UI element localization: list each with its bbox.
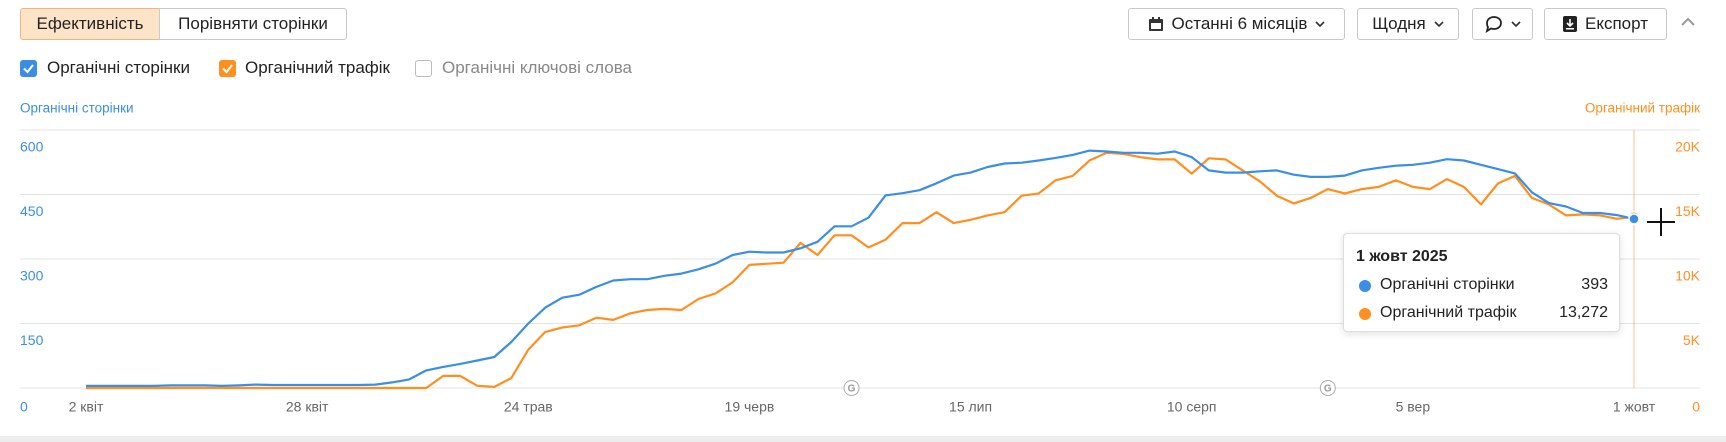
collapse-button[interactable] bbox=[1680, 16, 1696, 28]
x-tick-label: 1 жовт bbox=[1613, 399, 1656, 415]
tab[interactable]: Ефективність bbox=[20, 8, 160, 40]
tooltip-value: 13,272 bbox=[1559, 304, 1608, 321]
x-tick-label: 19 черв bbox=[725, 399, 775, 415]
checkbox-label[interactable]: Органічний трафік bbox=[245, 58, 390, 77]
footer-band bbox=[0, 436, 1726, 442]
chevron bbox=[1510, 21, 1521, 28]
tooltip-name: Органічні сторінки bbox=[1380, 276, 1515, 293]
export-button[interactable]: Експорт bbox=[1544, 8, 1667, 40]
period-label: Останні 6 місяців bbox=[1171, 14, 1308, 33]
calendar-icon bbox=[1148, 17, 1163, 31]
chevron bbox=[1434, 21, 1444, 28]
y-tick-label: 150 bbox=[20, 332, 44, 348]
series-line bbox=[86, 151, 1635, 390]
y2-tick-label: 5K bbox=[1683, 332, 1701, 348]
checkbox[interactable] bbox=[415, 60, 432, 77]
tooltip-title: 1 жовт 2025 bbox=[1356, 248, 1448, 265]
y-tick-label: 450 bbox=[20, 203, 44, 219]
interval-button[interactable]: Щодня bbox=[1357, 8, 1459, 40]
tab[interactable]: Порівняти сторінки bbox=[159, 8, 347, 40]
tooltip-dot bbox=[1359, 280, 1371, 292]
x-tick-label: 24 трав bbox=[504, 399, 553, 415]
comment-button[interactable] bbox=[1472, 8, 1533, 40]
x-tick-label: 28 квіт bbox=[286, 399, 329, 415]
x-tick-label: 10 серп bbox=[1167, 399, 1217, 415]
y2-tick-label: 20K bbox=[1675, 139, 1701, 155]
y2-tick-label: 15K bbox=[1675, 203, 1701, 219]
x-tick-label: 5 вер bbox=[1396, 399, 1431, 415]
cursor bbox=[1647, 208, 1675, 236]
comment-icon bbox=[1485, 16, 1502, 33]
tooltip-value: 393 bbox=[1581, 276, 1608, 293]
period-button[interactable]: Останні 6 місяців bbox=[1128, 8, 1345, 40]
chevron bbox=[1315, 21, 1326, 28]
series-line bbox=[86, 149, 1635, 387]
event-marker bbox=[1319, 380, 1336, 396]
export-icon bbox=[1563, 16, 1577, 32]
y-tick-label: 300 bbox=[20, 268, 44, 284]
event-label: G bbox=[848, 384, 856, 395]
tooltip-dot bbox=[1359, 308, 1371, 320]
interval-label: Щодня bbox=[1372, 14, 1426, 33]
checkbox[interactable] bbox=[219, 60, 236, 77]
x-tick-label: 2 квіт bbox=[69, 399, 104, 415]
event-label: G bbox=[1324, 384, 1332, 395]
y-axis-title: Органічні сторінки bbox=[20, 101, 134, 116]
checkbox-label[interactable]: Органічні сторінки bbox=[47, 58, 190, 77]
x-tick-label: 15 лип bbox=[949, 399, 992, 415]
export-label: Експорт bbox=[1585, 14, 1648, 33]
y2-axis-title: Органічний трафік bbox=[1585, 101, 1700, 116]
hover-point bbox=[1628, 213, 1640, 225]
y2-tick-label: 10K bbox=[1675, 268, 1701, 284]
tooltip-name: Органічний трафік bbox=[1380, 304, 1517, 321]
y-tick-label: 600 bbox=[20, 139, 44, 155]
tooltip: 1 жовт 2025 Органічні сторінки 393 Орган… bbox=[1343, 233, 1620, 332]
event-marker bbox=[843, 380, 860, 396]
y-tick-label: 0 bbox=[20, 399, 28, 415]
checkbox[interactable] bbox=[20, 60, 37, 77]
y2-tick-label: 0 bbox=[1692, 399, 1700, 415]
checkbox-label[interactable]: Органічні ключові слова bbox=[442, 58, 632, 77]
